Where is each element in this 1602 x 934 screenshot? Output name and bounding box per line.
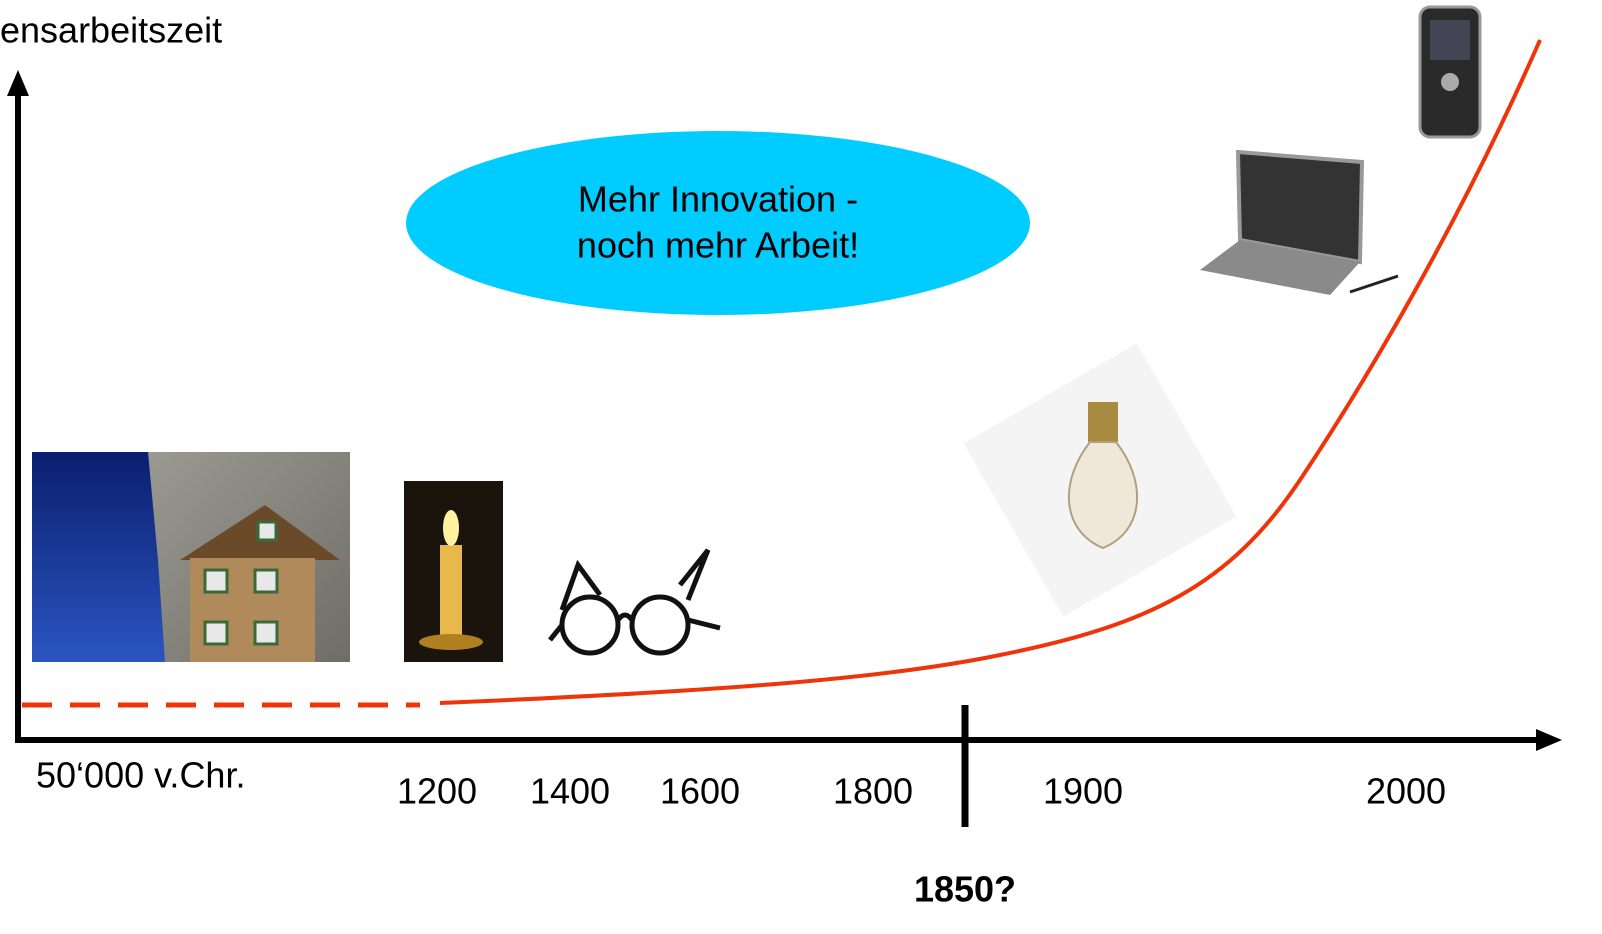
x-arrow (1536, 729, 1562, 751)
x-label: 2000 (1366, 771, 1446, 812)
x-label: 1900 (1043, 771, 1123, 812)
candle-image (404, 481, 503, 662)
bubble (406, 131, 1030, 315)
laptop-image (1200, 149, 1399, 295)
glasses-image (548, 548, 721, 656)
x-label: 1600 (660, 771, 740, 812)
x-label: 1200 (397, 771, 477, 812)
growth-curve (439, 39, 1542, 705)
x-label: 50‘000 v.Chr. (36, 755, 245, 796)
bubble-text: noch mehr Arbeit! (577, 225, 859, 266)
bulb-image (963, 343, 1237, 617)
house-image (32, 452, 350, 662)
marker-label: 1850? (914, 869, 1016, 910)
x-label: 1800 (833, 771, 913, 812)
y-arrow (7, 70, 29, 96)
y-label: ensarbeitszeit (0, 10, 222, 51)
x-label: 1400 (530, 771, 610, 812)
bubble-text: Mehr Innovation - (578, 179, 858, 220)
phone-image (1418, 5, 1482, 139)
